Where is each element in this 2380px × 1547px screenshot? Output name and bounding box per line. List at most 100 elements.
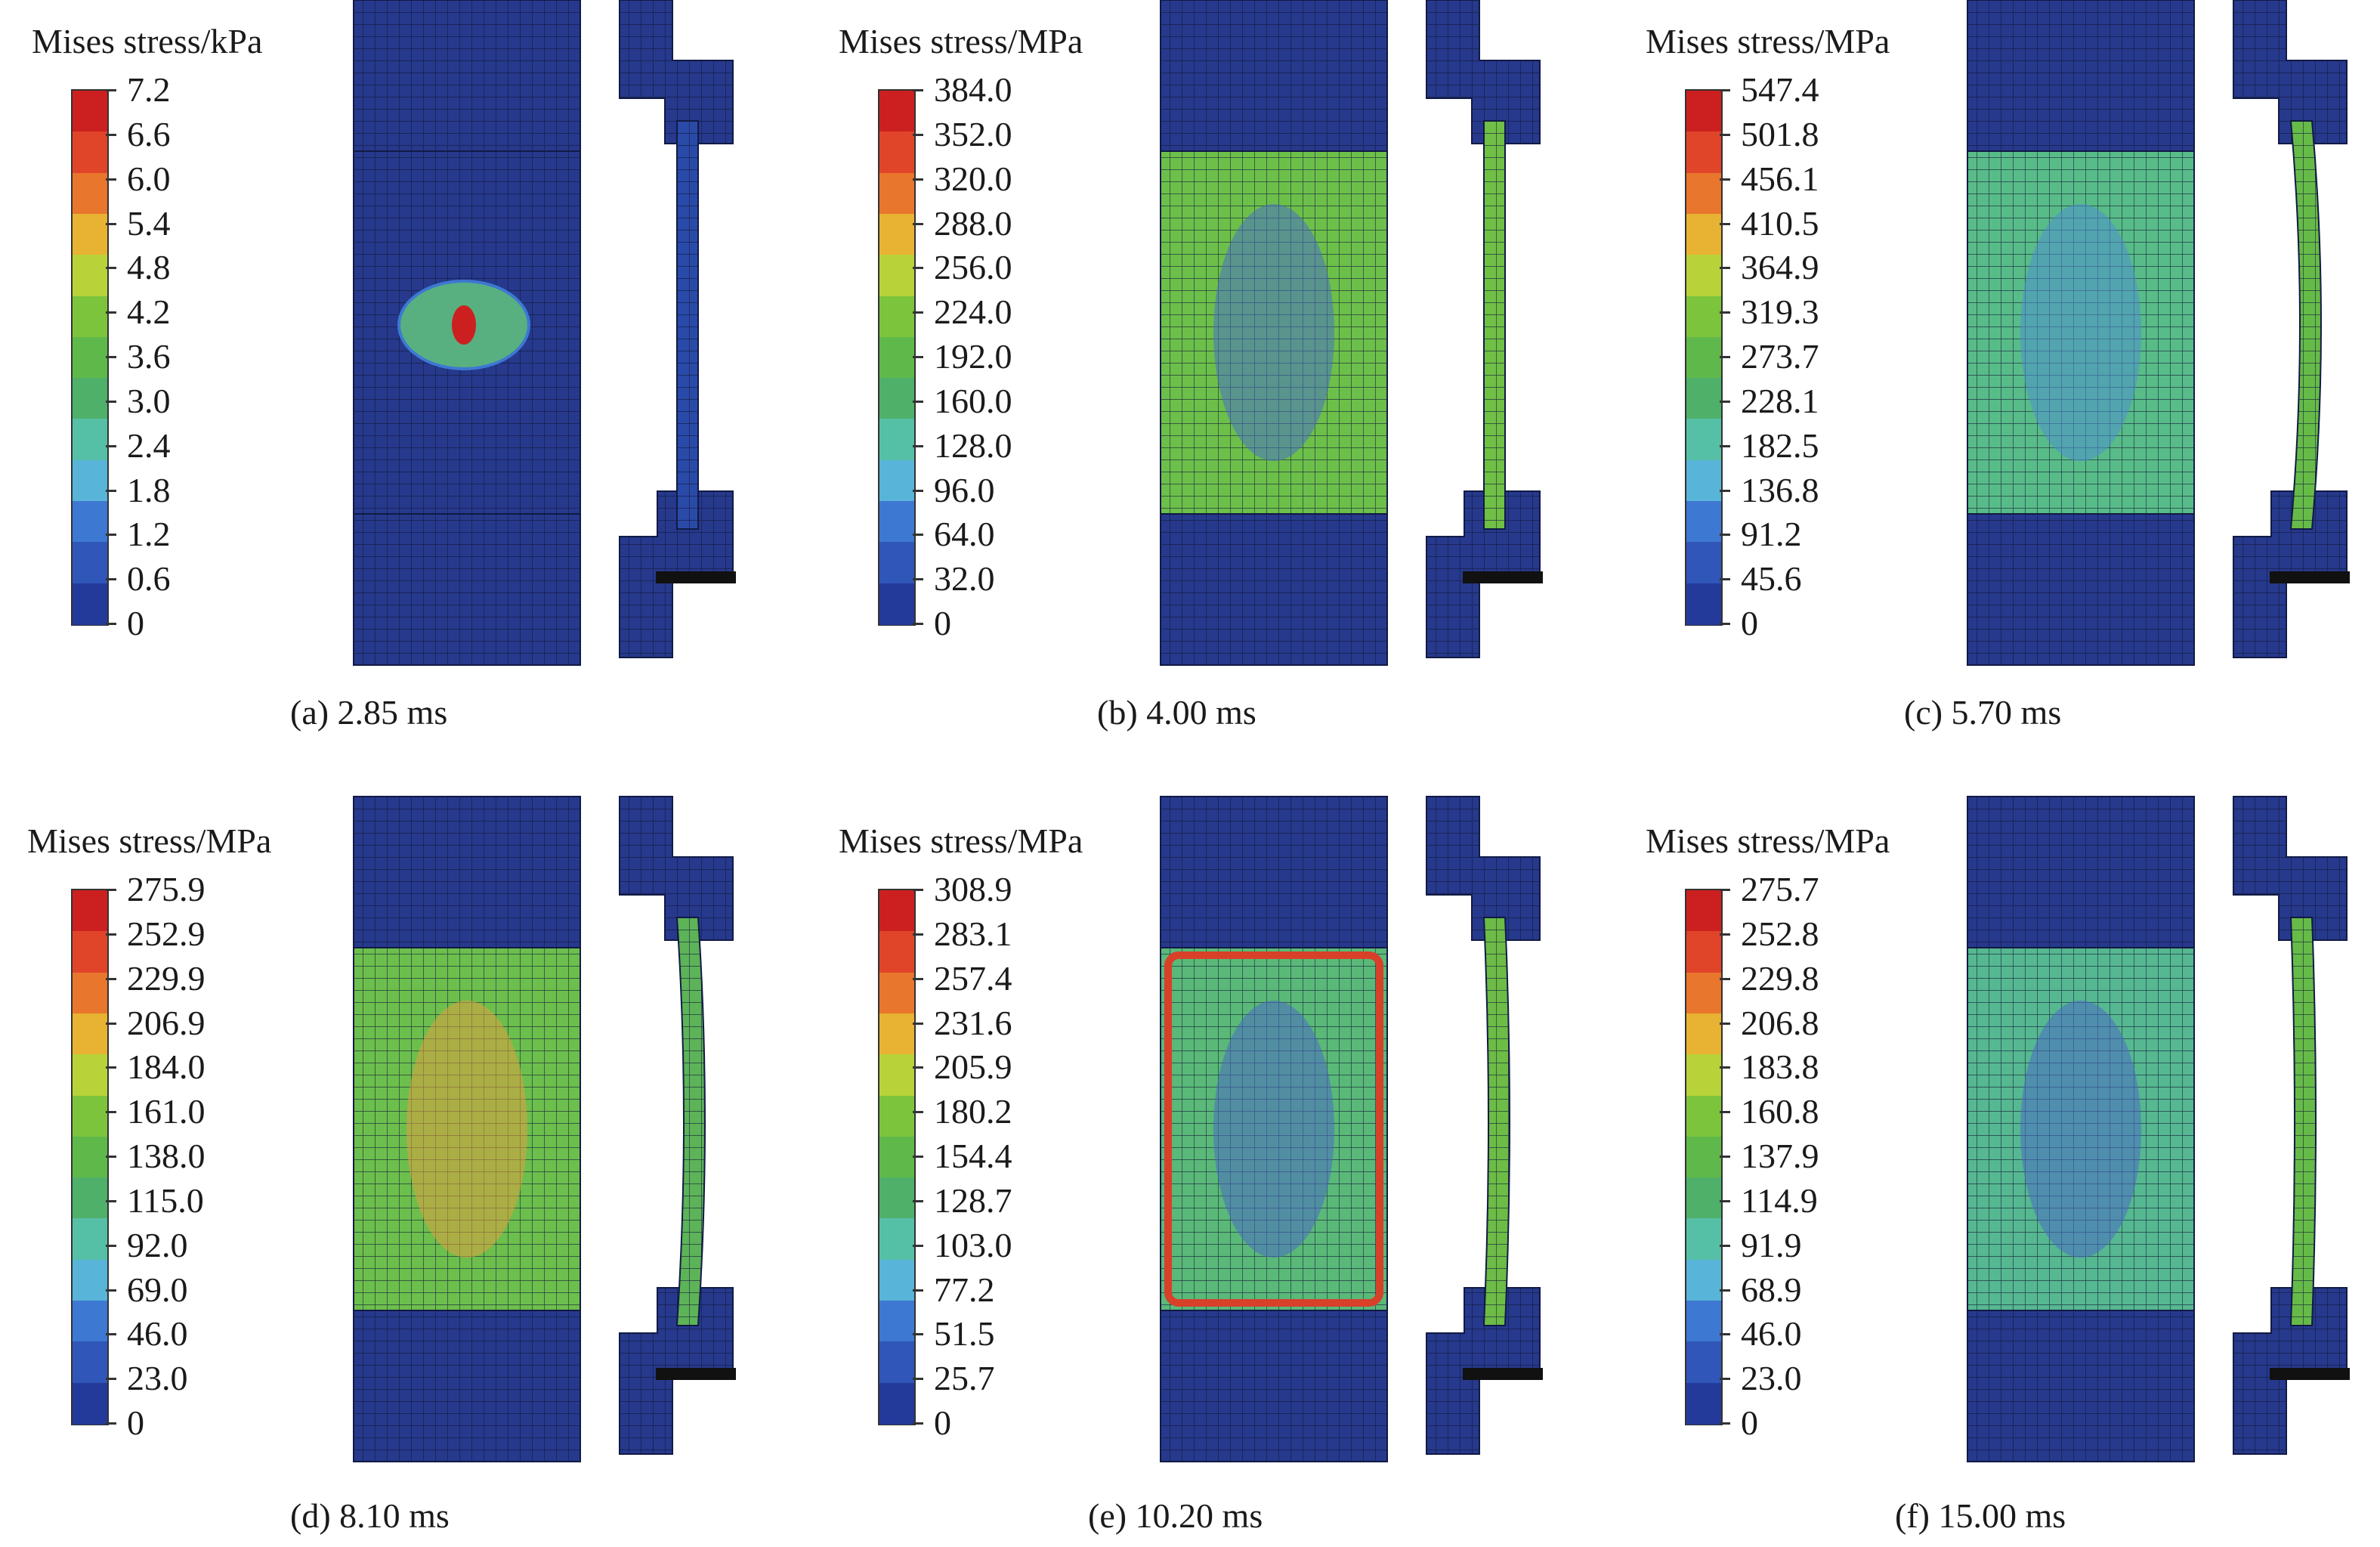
colorbar-tick	[1720, 889, 1730, 891]
colorbar-segment	[1686, 1218, 1721, 1261]
colorbar-tick	[913, 489, 923, 492]
top-loading-block	[1967, 0, 2195, 152]
colorbar-segment	[1686, 213, 1721, 256]
clamp-plate	[2270, 1368, 2350, 1380]
colorbar-tick	[1720, 356, 1730, 358]
colorbar-tick	[913, 178, 923, 181]
colorbar-tick	[106, 1156, 116, 1158]
colorbar-tick-label: 64.0	[934, 515, 995, 554]
colorbar-tick	[913, 1156, 923, 1158]
colorbar-tick-label: 137.9	[1741, 1137, 1819, 1175]
colorbar-segment	[1686, 501, 1721, 543]
top-loading-block	[1160, 0, 1388, 152]
colorbar-tick-label: 68.9	[1741, 1270, 1802, 1309]
colorbar-tick	[913, 578, 923, 581]
colorbar-tick-label: 547.4	[1741, 70, 1819, 109]
colorbar-tick	[913, 400, 923, 403]
fe-model	[1967, 0, 2350, 666]
colorbar-tick-label: 384.0	[934, 70, 1012, 109]
colorbar-tick	[1720, 1199, 1730, 1202]
colorbar-tick	[1720, 1022, 1730, 1025]
colorbar-tick-label: 160.8	[1741, 1092, 1819, 1131]
colorbar	[71, 889, 109, 1425]
colorbar-tick-label: 180.2	[934, 1092, 1012, 1131]
colorbar-segment	[73, 1341, 107, 1384]
colorbar-tick-label: 115.0	[127, 1180, 204, 1220]
colorbar-tick-label: 3.6	[127, 337, 171, 376]
colorbar-segment	[73, 1054, 107, 1097]
connecting-rod	[1482, 120, 1507, 530]
colorbar-tick-label: 136.8	[1741, 470, 1819, 509]
colorbar-tick-label: 1.2	[127, 515, 171, 554]
colorbar-tick	[106, 1199, 116, 1202]
colorbar-tick	[913, 1378, 923, 1381]
colorbar-tick-label: 288.0	[934, 203, 1012, 243]
connecting-rod	[2289, 120, 2322, 530]
colorbar-segment	[879, 1095, 914, 1137]
colorbar-tick	[1720, 222, 1730, 225]
colorbar-tick	[106, 356, 116, 358]
colorbar-segment	[1686, 378, 1721, 420]
upper-clamp	[619, 796, 734, 941]
colorbar-tick-label: 91.9	[1741, 1225, 1802, 1264]
colorbar-segment	[879, 459, 914, 503]
colorbar-tick	[913, 1333, 923, 1336]
panel-caption: (c) 5.70 ms	[1904, 693, 2062, 732]
legend-title: Mises stress/MPa	[1646, 22, 1890, 60]
colorbar-tick-label: 206.8	[1741, 1003, 1819, 1042]
colorbar-segment	[73, 419, 107, 461]
colorbar-tick-label: 0	[934, 604, 951, 642]
colorbar-tick-label: 69.0	[127, 1270, 188, 1309]
colorbar-tick-label: 92.0	[127, 1225, 188, 1264]
stress-pattern	[2020, 204, 2141, 461]
legend-title: Mises stress/kPa	[32, 22, 263, 60]
colorbar-tick	[913, 444, 923, 447]
colorbar-tick-label: 257.4	[934, 958, 1012, 998]
colorbar-tick-label: 154.4	[934, 1137, 1012, 1175]
colorbar-segment	[879, 1301, 914, 1343]
colorbar-tick-label: 23.0	[1741, 1359, 1802, 1398]
colorbar-segment	[1686, 1177, 1721, 1220]
colorbar-tick	[913, 267, 923, 270]
colorbar-segment	[73, 255, 107, 297]
colorbar-tick	[106, 222, 116, 225]
colorbar-segment	[879, 295, 914, 338]
connecting-rod	[1482, 917, 1510, 1326]
colorbar-tick-label: 0	[934, 1403, 951, 1442]
colorbar-tick	[913, 356, 923, 358]
colorbar-tick	[106, 1022, 116, 1025]
panel-caption: (b) 4.00 ms	[1097, 693, 1256, 732]
legend-title: Mises stress/MPa	[1646, 821, 1890, 860]
colorbar-segment	[879, 931, 914, 973]
colorbar-segment	[1686, 1095, 1721, 1137]
colorbar-tick-label: 160.0	[934, 381, 1012, 420]
colorbar-tick-label: 456.1	[1741, 159, 1819, 198]
colorbar-tick	[106, 1111, 116, 1114]
colorbar-tick-label: 0	[1741, 1403, 1758, 1442]
upper-clamp	[619, 0, 734, 144]
fe-model	[353, 796, 736, 1462]
colorbar-tick	[1720, 489, 1730, 492]
colorbar-tick-label: 320.0	[934, 159, 1012, 198]
panel-caption: (d) 8.10 ms	[290, 1496, 450, 1535]
clamp-plate	[656, 571, 736, 583]
colorbar	[1685, 89, 1723, 626]
colorbar-tick	[913, 977, 923, 980]
panel-caption: (f) 15.00 ms	[1895, 1496, 2066, 1535]
colorbar-tick-label: 0.6	[127, 559, 171, 599]
colorbar-segment	[1686, 972, 1721, 1014]
colorbar-tick	[106, 178, 116, 181]
colorbar-tick	[106, 578, 116, 581]
colorbar-tick	[106, 1244, 116, 1247]
colorbar-tick-label: 364.9	[1741, 248, 1819, 287]
connecting-rod	[675, 917, 706, 1326]
colorbar-segment	[1686, 931, 1721, 973]
colorbar-tick-label: 1.8	[127, 470, 171, 509]
colorbar-segment	[73, 890, 107, 933]
colorbar-tick-label: 114.9	[1741, 1180, 1818, 1220]
colorbar-tick-label: 308.9	[934, 870, 1012, 908]
colorbar-tick	[913, 311, 923, 314]
colorbar-tick-label: 256.0	[934, 248, 1012, 287]
colorbar-tick-label: 184.0	[127, 1047, 206, 1087]
colorbar-segment	[879, 1341, 914, 1384]
